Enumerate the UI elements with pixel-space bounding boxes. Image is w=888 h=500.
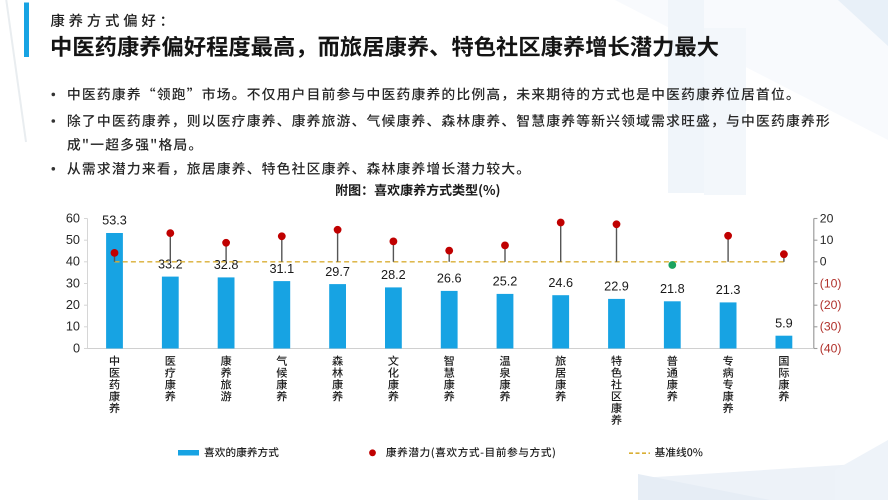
svg-text:(20): (20) (820, 298, 842, 312)
svg-text:28.2: 28.2 (381, 268, 406, 282)
svg-text:10: 10 (820, 233, 834, 247)
svg-text:(10): (10) (820, 276, 842, 290)
svg-text:50: 50 (66, 233, 80, 247)
svg-text:0: 0 (73, 341, 80, 355)
svg-text:26.6: 26.6 (437, 272, 462, 286)
svg-text:30: 30 (66, 276, 80, 290)
svg-text:31.1: 31.1 (269, 262, 294, 276)
svg-text:20: 20 (820, 211, 834, 225)
svg-text:29.7: 29.7 (325, 265, 350, 279)
svg-text:10: 10 (66, 320, 80, 334)
svg-text:(40): (40) (820, 341, 842, 355)
svg-text:5.9: 5.9 (775, 316, 793, 330)
svg-text:0: 0 (820, 255, 827, 269)
svg-text:33.2: 33.2 (158, 257, 183, 271)
svg-text:21.3: 21.3 (716, 283, 741, 297)
svg-text:(30): (30) (820, 320, 842, 334)
svg-text:21.8: 21.8 (660, 282, 685, 296)
svg-text:22.9: 22.9 (604, 280, 629, 294)
svg-text:25.2: 25.2 (493, 275, 518, 289)
svg-text:20: 20 (66, 298, 80, 312)
svg-text:40: 40 (66, 255, 80, 269)
svg-text:24.6: 24.6 (548, 276, 573, 290)
svg-text:53.3: 53.3 (102, 214, 127, 228)
svg-text:60: 60 (66, 211, 80, 225)
